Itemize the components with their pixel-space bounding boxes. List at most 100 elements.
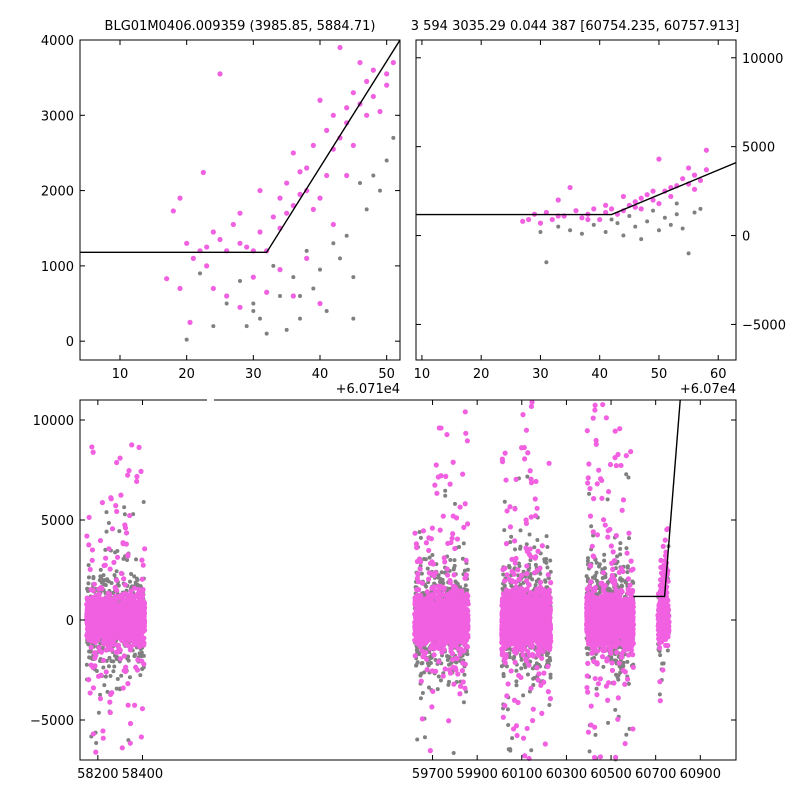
data-point <box>457 691 463 697</box>
data-point <box>523 658 530 664</box>
data-point <box>462 409 468 415</box>
data-point <box>441 647 447 653</box>
data-point <box>545 565 550 570</box>
data-point <box>126 606 132 612</box>
data-point <box>686 251 691 256</box>
data-point <box>141 599 147 606</box>
data-point <box>603 230 608 234</box>
data-point <box>141 661 147 667</box>
data-point <box>118 570 125 577</box>
data-point <box>104 642 111 648</box>
data-point <box>525 672 530 677</box>
data-point <box>89 444 95 450</box>
y-tick-label: 0 <box>66 335 74 350</box>
data-point <box>591 222 596 227</box>
x-tick-label: 30 <box>532 367 549 382</box>
data-point <box>538 230 543 234</box>
data-point <box>447 577 453 584</box>
data-point <box>417 566 423 572</box>
data-point <box>317 97 323 103</box>
data-point <box>436 641 442 647</box>
data-point <box>444 566 450 572</box>
data-point <box>412 530 418 536</box>
data-point <box>87 690 93 696</box>
data-point <box>118 626 124 632</box>
data-point <box>547 655 552 660</box>
data-point <box>358 181 362 186</box>
data-point <box>451 572 457 578</box>
y-tick-label: 1000 <box>41 260 74 275</box>
data-point <box>142 546 148 552</box>
data-point <box>370 67 376 73</box>
data-point <box>100 728 106 734</box>
y-tick-label: 10000 <box>742 52 783 67</box>
data-point <box>92 655 98 661</box>
data-point <box>452 501 457 506</box>
data-point <box>384 158 389 163</box>
data-point <box>117 647 123 653</box>
data-point <box>650 197 656 203</box>
data-point <box>87 649 92 654</box>
y-tick-label: 0 <box>742 230 750 245</box>
data-point <box>92 650 98 656</box>
data-point <box>415 571 421 577</box>
data-point <box>105 689 110 694</box>
data-point <box>502 528 507 533</box>
data-point <box>443 488 448 493</box>
data-point <box>114 614 120 620</box>
scatter-points <box>164 44 396 342</box>
data-point <box>107 617 113 623</box>
data-point <box>429 585 435 591</box>
data-point <box>107 566 113 572</box>
data-point <box>432 607 438 613</box>
data-point <box>97 696 104 702</box>
data-point <box>421 610 427 617</box>
data-point <box>89 547 96 553</box>
data-point <box>114 686 119 691</box>
data-point <box>351 275 356 280</box>
data-point <box>518 544 523 549</box>
data-point <box>450 664 456 671</box>
data-point <box>251 301 256 306</box>
data-point <box>448 609 454 615</box>
data-point <box>298 294 302 298</box>
data-point <box>423 540 429 546</box>
data-point <box>140 629 146 635</box>
data-point <box>105 578 110 583</box>
data-point <box>424 666 430 673</box>
data-point <box>440 673 446 679</box>
data-point <box>424 656 430 662</box>
data-point <box>462 568 467 573</box>
data-point <box>317 195 323 201</box>
data-point <box>357 59 363 66</box>
data-point <box>317 300 323 307</box>
fit-line <box>416 162 736 216</box>
data-point <box>448 624 455 630</box>
data-point <box>113 577 120 583</box>
fit-line <box>80 40 400 254</box>
data-point <box>545 659 550 664</box>
data-point <box>90 664 96 671</box>
data-point <box>177 195 183 201</box>
data-point <box>447 481 453 487</box>
data-point <box>463 430 469 436</box>
data-point <box>87 630 93 636</box>
data-point <box>351 316 356 321</box>
data-point <box>412 595 418 601</box>
data-point <box>102 683 107 688</box>
x-offset-label: +6.07e4 <box>680 382 736 397</box>
data-point <box>127 617 134 623</box>
data-point <box>438 425 444 431</box>
data-point <box>96 598 102 604</box>
data-point <box>103 647 109 653</box>
data-point <box>513 476 519 482</box>
data-point <box>112 664 117 669</box>
axes-frame <box>79 39 401 361</box>
data-point <box>447 662 452 667</box>
data-point <box>111 669 116 674</box>
data-point <box>645 219 650 224</box>
data-point <box>547 702 552 707</box>
data-point <box>129 442 135 448</box>
data-point <box>364 207 369 212</box>
data-point <box>430 688 436 694</box>
